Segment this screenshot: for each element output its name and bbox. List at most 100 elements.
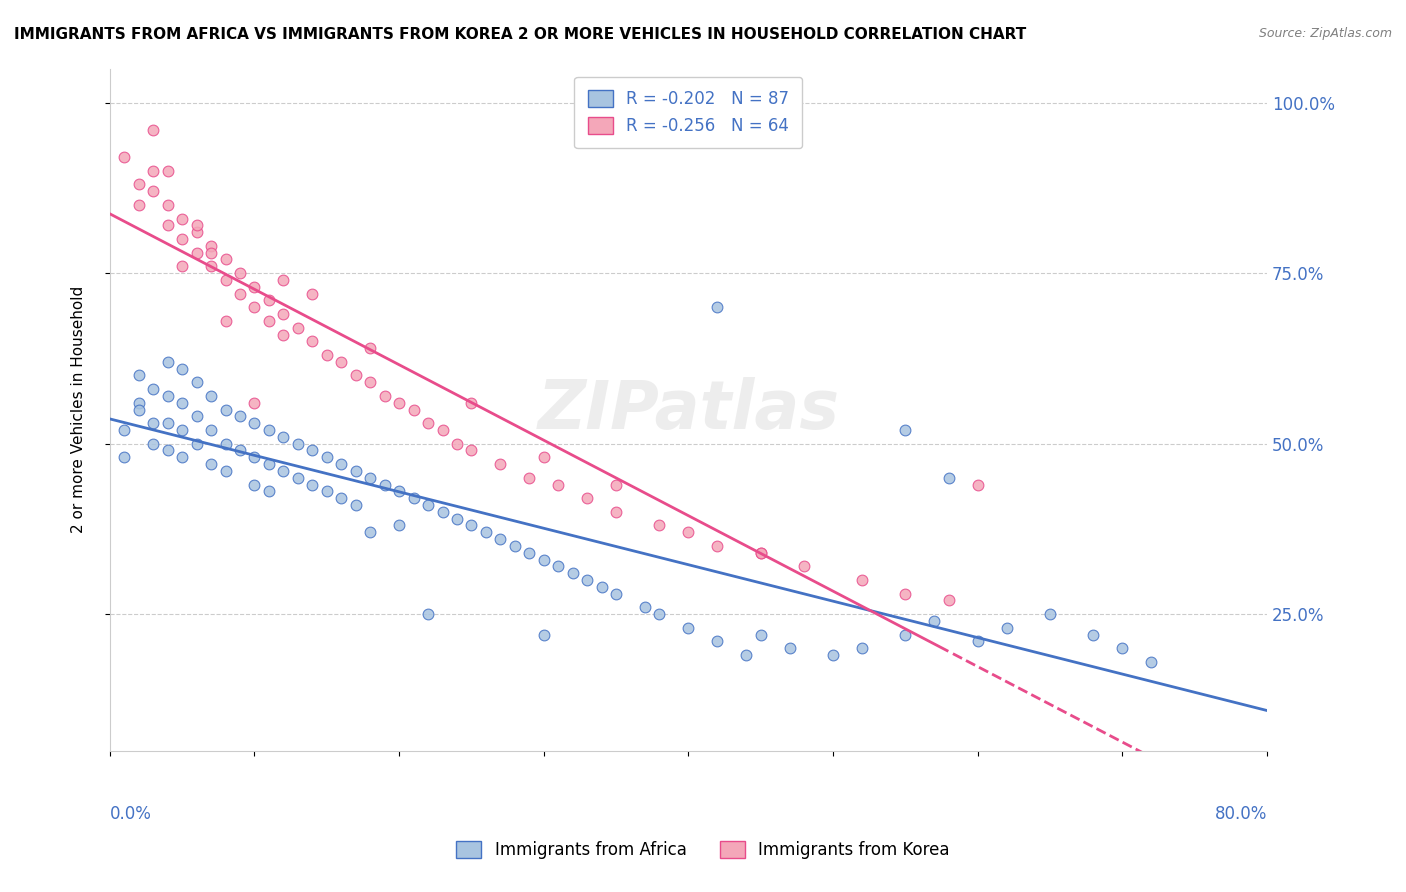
Point: [374, 389, 396, 403]
Point: [1140, 655, 1163, 669]
Point: [301, 443, 323, 458]
Text: Source: ZipAtlas.com: Source: ZipAtlas.com: [1258, 27, 1392, 40]
Point: [678, 525, 700, 540]
Point: [172, 423, 194, 437]
Point: [533, 627, 555, 641]
Point: [172, 260, 194, 274]
Point: [156, 198, 179, 212]
Point: [200, 239, 222, 253]
Y-axis label: 2 or more Vehicles in Household: 2 or more Vehicles in Household: [72, 286, 86, 533]
Point: [186, 225, 208, 239]
Point: [576, 491, 599, 506]
Point: [229, 409, 252, 424]
Point: [172, 395, 194, 409]
Point: [257, 484, 280, 499]
Point: [416, 607, 439, 621]
Point: [460, 443, 482, 458]
Point: [706, 634, 728, 648]
Point: [172, 232, 194, 246]
Point: [172, 450, 194, 465]
Point: [416, 498, 439, 512]
Point: [315, 450, 337, 465]
Point: [142, 382, 165, 396]
Point: [1083, 627, 1105, 641]
Point: [186, 376, 208, 390]
Point: [432, 423, 454, 437]
Point: [432, 505, 454, 519]
Point: [359, 341, 381, 355]
Point: [273, 327, 295, 342]
Point: [128, 402, 150, 417]
Point: [214, 436, 236, 450]
Point: [128, 178, 150, 192]
Point: [402, 491, 425, 506]
Point: [1111, 641, 1133, 656]
Point: [257, 423, 280, 437]
Point: [749, 546, 772, 560]
Point: [229, 443, 252, 458]
Point: [966, 634, 988, 648]
Point: [749, 546, 772, 560]
Point: [938, 593, 960, 607]
Point: [779, 641, 801, 656]
Point: [200, 457, 222, 471]
Point: [330, 491, 353, 506]
Point: [200, 423, 222, 437]
Point: [851, 573, 873, 587]
Point: [243, 395, 266, 409]
Point: [273, 430, 295, 444]
Point: [243, 279, 266, 293]
Point: [273, 464, 295, 478]
Point: [156, 219, 179, 233]
Point: [257, 457, 280, 471]
Point: [243, 477, 266, 491]
Point: [156, 416, 179, 430]
Point: [489, 457, 512, 471]
Point: [749, 627, 772, 641]
Point: [172, 361, 194, 376]
Point: [315, 484, 337, 499]
Point: [142, 436, 165, 450]
Point: [156, 389, 179, 403]
Point: [243, 416, 266, 430]
Point: [648, 607, 671, 621]
Point: [446, 511, 468, 525]
Point: [142, 184, 165, 198]
Point: [128, 198, 150, 212]
Point: [186, 436, 208, 450]
Point: [591, 580, 613, 594]
Point: [706, 539, 728, 553]
Point: [214, 402, 236, 417]
Point: [112, 450, 135, 465]
Point: [128, 395, 150, 409]
Point: [648, 518, 671, 533]
Point: [966, 477, 988, 491]
Point: [344, 498, 367, 512]
Point: [287, 320, 309, 334]
Point: [257, 314, 280, 328]
Point: [517, 546, 540, 560]
Point: [156, 443, 179, 458]
Text: IMMIGRANTS FROM AFRICA VS IMMIGRANTS FROM KOREA 2 OR MORE VEHICLES IN HOUSEHOLD : IMMIGRANTS FROM AFRICA VS IMMIGRANTS FRO…: [14, 27, 1026, 42]
Point: [229, 266, 252, 280]
Point: [214, 314, 236, 328]
Point: [735, 648, 758, 662]
Point: [995, 621, 1018, 635]
Legend: Immigrants from Africa, Immigrants from Korea: Immigrants from Africa, Immigrants from …: [450, 834, 956, 866]
Point: [257, 293, 280, 308]
Point: [243, 450, 266, 465]
Point: [475, 525, 498, 540]
Legend: R = -0.202   N = 87, R = -0.256   N = 64: R = -0.202 N = 87, R = -0.256 N = 64: [575, 77, 803, 148]
Point: [301, 477, 323, 491]
Point: [706, 300, 728, 314]
Point: [200, 245, 222, 260]
Point: [894, 587, 917, 601]
Point: [359, 376, 381, 390]
Point: [142, 164, 165, 178]
Point: [533, 552, 555, 566]
Point: [793, 559, 815, 574]
Point: [287, 436, 309, 450]
Point: [938, 471, 960, 485]
Point: [273, 307, 295, 321]
Point: [547, 477, 569, 491]
